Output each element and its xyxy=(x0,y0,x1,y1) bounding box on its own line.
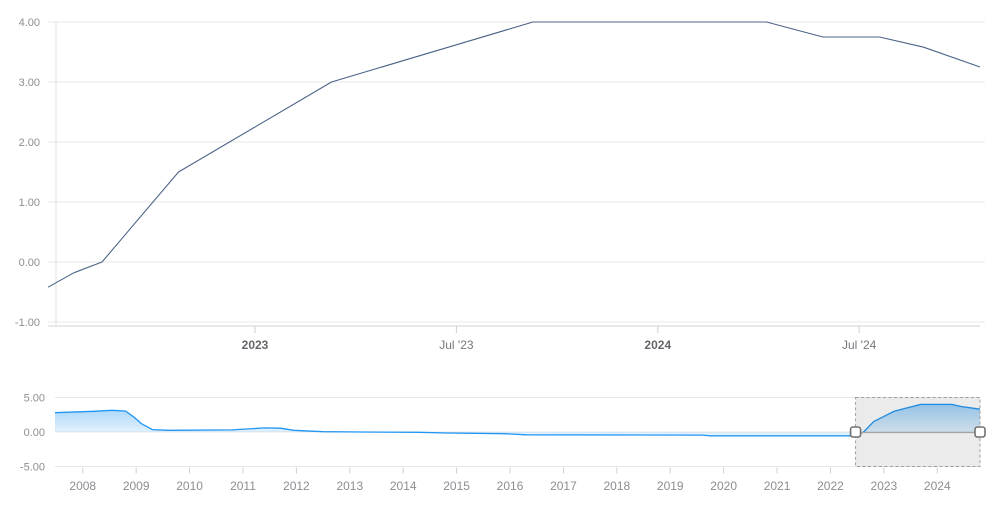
nav-x-axis-label: 2015 xyxy=(443,479,470,493)
main-x-axis-label: Jul '24 xyxy=(842,338,877,352)
nav-y-axis-label: 0.00 xyxy=(24,427,45,439)
main-rate-line xyxy=(47,21,981,288)
main-y-axis-label: -1.00 xyxy=(15,317,40,329)
nav-brush-right-handle[interactable] xyxy=(974,426,986,438)
nav-x-axis-label: 2013 xyxy=(336,479,363,493)
nav-x-axis-label: 2010 xyxy=(176,479,203,493)
nav-rate-line xyxy=(54,403,981,437)
main-y-axis-label: 0.00 xyxy=(19,257,40,269)
nav-brush xyxy=(849,397,986,467)
nav-x-axis-label: 2018 xyxy=(603,479,630,493)
nav-x-axis-label: 2008 xyxy=(69,479,96,493)
main-chart[interactable]: 4.00 3.00 2.00 1.00 0.00 -1.00 2023 Jul '23 2024… xyxy=(15,17,985,352)
nav-x-axis-label: 2011 xyxy=(230,479,256,493)
nav-y-axis-label: 5.00 xyxy=(24,392,45,404)
nav-x-axis-label: 2021 xyxy=(764,479,791,493)
nav-area-fill xyxy=(55,404,980,436)
nav-x-axis-label: 2024 xyxy=(924,479,951,493)
nav-x-axis-label: 2009 xyxy=(123,479,150,493)
nav-x-axis-label: 2022 xyxy=(817,479,844,493)
nav-x-axis-label: 2019 xyxy=(657,479,684,493)
nav-x-axis-label: 2014 xyxy=(390,479,417,493)
main-y-axis-label: 4.00 xyxy=(19,17,40,29)
main-y-axis-label: 3.00 xyxy=(19,77,40,89)
main-x-axis-label: 2024 xyxy=(644,338,671,352)
nav-x-axis-label: 2023 xyxy=(871,479,898,493)
main-x-axis-label: Jul '23 xyxy=(439,338,474,352)
nav-x-axis-label: 2017 xyxy=(550,479,577,493)
nav-x-axis-label: 2020 xyxy=(710,479,737,493)
main-y-axis-label: 1.00 xyxy=(19,197,40,209)
navigator-chart[interactable]: 5.00 0.00 -5.00 2008 2009 2010 2011 2012 2013 201… xyxy=(20,392,986,493)
nav-y-axis-label: -5.00 xyxy=(20,461,45,473)
nav-brush-left-handle[interactable] xyxy=(849,426,862,438)
main-y-axis-label: 2.00 xyxy=(19,137,40,149)
main-x-axis-label: 2023 xyxy=(242,338,269,352)
nav-x-axis-label: 2012 xyxy=(283,479,310,493)
nav-x-axis-label: 2016 xyxy=(497,479,524,493)
